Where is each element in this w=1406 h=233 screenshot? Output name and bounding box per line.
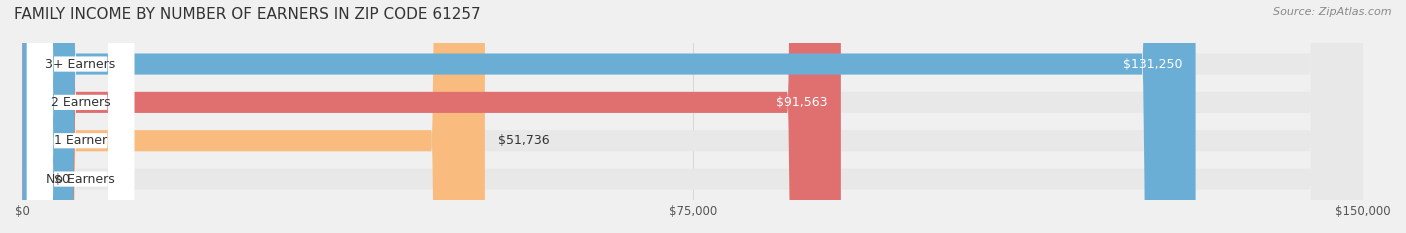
FancyBboxPatch shape xyxy=(22,0,1364,233)
Text: $0: $0 xyxy=(53,173,70,185)
Text: 3+ Earners: 3+ Earners xyxy=(45,58,115,71)
FancyBboxPatch shape xyxy=(22,0,1364,233)
FancyBboxPatch shape xyxy=(22,0,1364,233)
FancyBboxPatch shape xyxy=(22,0,41,233)
FancyBboxPatch shape xyxy=(27,0,134,233)
Text: Source: ZipAtlas.com: Source: ZipAtlas.com xyxy=(1274,7,1392,17)
Text: $131,250: $131,250 xyxy=(1122,58,1182,71)
FancyBboxPatch shape xyxy=(22,0,1195,233)
FancyBboxPatch shape xyxy=(22,0,841,233)
FancyBboxPatch shape xyxy=(22,0,1364,233)
FancyBboxPatch shape xyxy=(22,0,485,233)
Text: 2 Earners: 2 Earners xyxy=(51,96,110,109)
FancyBboxPatch shape xyxy=(27,0,134,233)
Text: No Earners: No Earners xyxy=(46,173,115,185)
Text: $91,563: $91,563 xyxy=(776,96,828,109)
Text: 1 Earner: 1 Earner xyxy=(53,134,107,147)
FancyBboxPatch shape xyxy=(27,0,134,233)
FancyBboxPatch shape xyxy=(27,0,134,233)
Text: FAMILY INCOME BY NUMBER OF EARNERS IN ZIP CODE 61257: FAMILY INCOME BY NUMBER OF EARNERS IN ZI… xyxy=(14,7,481,22)
Text: $51,736: $51,736 xyxy=(498,134,550,147)
